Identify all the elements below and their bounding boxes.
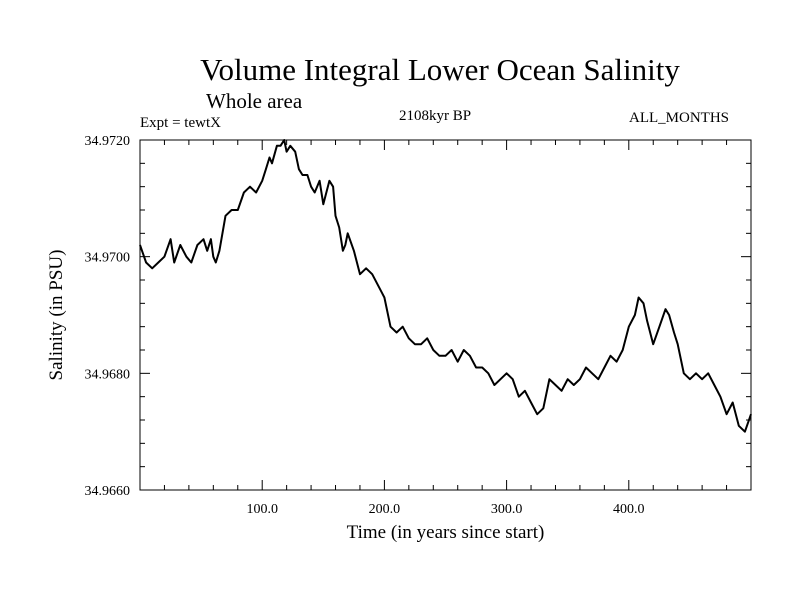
x-tick-label: 100.0 <box>246 502 278 517</box>
plot-frame <box>139 139 752 491</box>
y-tick-label: 34.9680 <box>85 367 131 382</box>
chart-title: Volume Integral Lower Ocean Salinity <box>200 52 680 87</box>
chart-subtitle: Whole area <box>206 89 303 113</box>
period-label: 2108kyr BP <box>399 108 472 124</box>
tick-labels: 100.0 200.0 300.0 400.0 34.9660 34.9680 34.970… <box>85 134 645 517</box>
x-tick-label: 300.0 <box>491 502 523 517</box>
y-tick-label: 34.9700 <box>85 251 131 266</box>
y-tick-label: 34.9660 <box>85 484 131 499</box>
months-label: ALL_MONTHS <box>629 110 729 126</box>
x-tick-label: 200.0 <box>369 502 401 517</box>
experiment-label: Expt = tewtX <box>140 115 221 131</box>
x-tick-label: 400.0 <box>613 502 645 517</box>
tick-marks <box>140 140 751 490</box>
x-axis-label: Time (in years since start) <box>347 522 545 543</box>
salinity-series-line <box>139 139 752 433</box>
y-axis-label: Salinity (in PSU) <box>46 250 67 381</box>
y-tick-label: 34.9720 <box>85 134 131 149</box>
